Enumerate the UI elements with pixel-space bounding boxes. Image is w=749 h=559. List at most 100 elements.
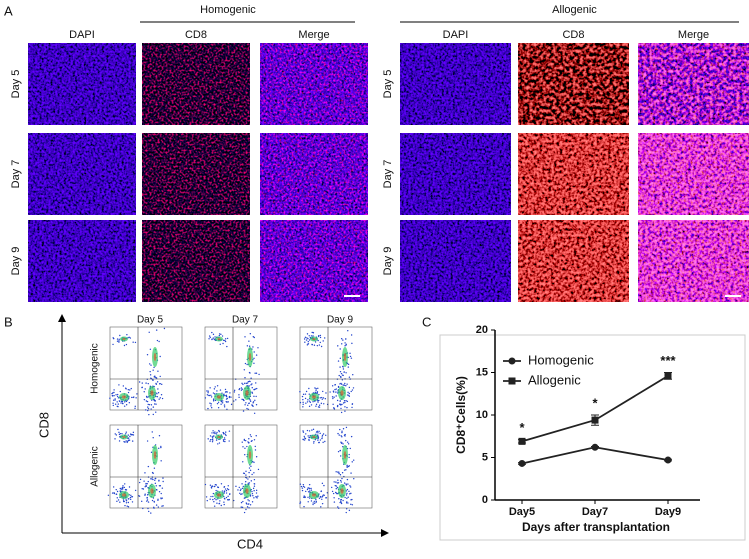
flow-event [124, 401, 126, 403]
flow-event [350, 503, 352, 506]
legend-label: Homogenic [528, 352, 594, 367]
flow-density [217, 395, 221, 399]
flow-event [130, 387, 132, 390]
flow-event [123, 486, 126, 489]
flow-event [129, 337, 132, 339]
flow-event [312, 428, 315, 431]
flow-event [245, 402, 247, 404]
flow-event [250, 440, 253, 443]
flow-event [233, 389, 236, 392]
flow-event [237, 489, 239, 491]
flow-event [209, 484, 212, 486]
flow-event [344, 345, 346, 347]
flow-event [138, 495, 141, 497]
flow-event [225, 496, 228, 499]
flow-event [134, 405, 136, 408]
flow-event [125, 343, 128, 346]
flow-event [253, 439, 256, 441]
flow-event [339, 366, 341, 368]
flow-event [214, 386, 216, 388]
flow-event [150, 478, 152, 480]
column-label: Merge [298, 29, 329, 41]
flow-event [116, 393, 119, 396]
flow-event [255, 456, 258, 458]
flow-event [302, 406, 304, 408]
flow-event [346, 465, 348, 467]
row-label: Day 9 [382, 247, 394, 276]
flow-event [251, 387, 253, 389]
flow-event [112, 402, 114, 404]
flow-event [347, 502, 349, 504]
flow-event [128, 486, 131, 488]
flow-event [143, 391, 145, 393]
flow-event [333, 481, 335, 483]
flow-event [351, 498, 353, 501]
flow-event [308, 339, 311, 341]
flow-event [149, 370, 151, 373]
flow-event [336, 399, 339, 402]
flow-event [245, 503, 248, 505]
flow-event [321, 437, 323, 440]
flow-event [335, 481, 337, 483]
micrograph-cd8 [142, 43, 250, 125]
flow-event [127, 437, 130, 439]
flow-event [131, 501, 134, 503]
flow-event [129, 496, 132, 499]
column-label: CD8 [185, 29, 207, 41]
flow-event [249, 504, 252, 506]
flow-event [246, 363, 248, 366]
flow-event [301, 395, 304, 398]
column-label: DAPI [69, 29, 95, 41]
flow-event [223, 437, 226, 439]
column-label: Day 5 [137, 315, 164, 326]
flow-event [132, 431, 135, 434]
marker [591, 416, 599, 424]
flow-event [320, 402, 323, 405]
column-label: Merge [678, 29, 709, 41]
micrograph-cd8 [142, 133, 250, 215]
flow-event [302, 431, 305, 433]
flow-density [340, 390, 344, 396]
flow-event [213, 338, 216, 341]
flow-event [255, 382, 257, 384]
flow-event [315, 405, 317, 407]
flow-event [250, 465, 252, 468]
flow-event [153, 366, 155, 369]
flow-event [116, 500, 118, 503]
flow-event [334, 484, 337, 487]
flow-event [347, 329, 349, 332]
flow-event [212, 430, 214, 432]
row-label: Day 5 [382, 70, 394, 99]
flow-event [241, 388, 244, 390]
flow-event [307, 337, 309, 340]
flow-event [145, 382, 147, 384]
flow-event [146, 400, 149, 403]
flow-event [307, 491, 310, 493]
flow-event [215, 499, 217, 501]
flow-event [132, 434, 135, 436]
flow-event [216, 402, 219, 405]
flow-event [350, 390, 352, 393]
flow-event [235, 485, 237, 488]
flow-event [307, 501, 309, 503]
flow-event [119, 487, 122, 490]
flow-event [117, 499, 120, 501]
flow-event [219, 500, 221, 502]
flow-event [154, 477, 157, 480]
flow-event [242, 383, 244, 386]
flow-event [315, 403, 318, 406]
flow-event [127, 391, 130, 394]
flow-event [342, 428, 345, 430]
flow-event [337, 450, 340, 453]
flow-event [253, 483, 256, 485]
flow-event [301, 487, 304, 489]
flow-event [129, 389, 131, 391]
flow-event [346, 441, 349, 443]
flow-density [340, 488, 344, 494]
flow-event [252, 346, 254, 348]
flow-event [116, 338, 119, 340]
flow-event [113, 389, 115, 391]
flow-density [217, 436, 221, 438]
flow-event [314, 341, 317, 343]
flow-event [311, 331, 313, 334]
